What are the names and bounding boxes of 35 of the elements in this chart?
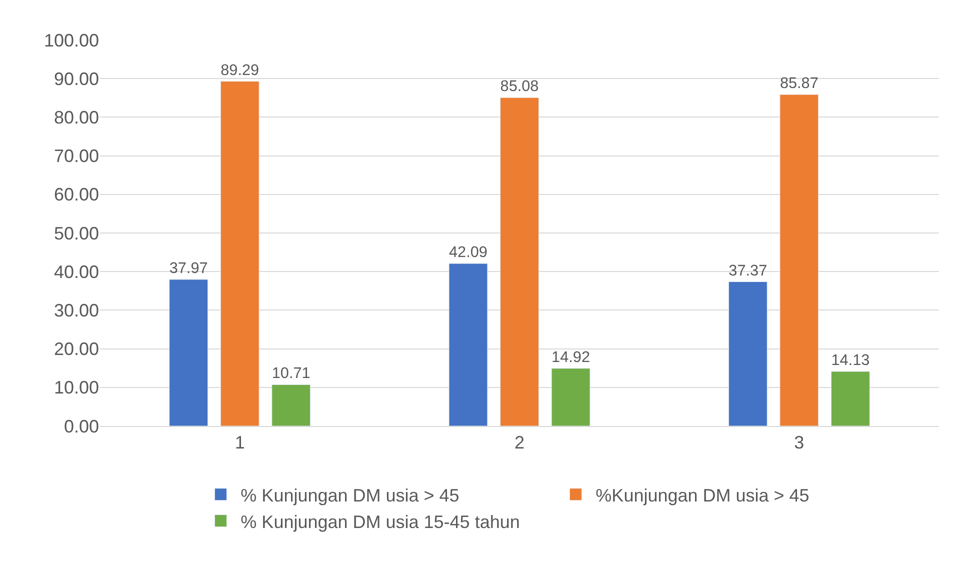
legend-label: % Kunjungan DM usia 15-45 tahun [240, 512, 520, 532]
y-tick-label: 50.00 [54, 223, 99, 244]
bar [272, 384, 311, 426]
data-label: 37.97 [169, 260, 208, 278]
x-tick-label: 3 [794, 432, 804, 453]
data-label: 37.37 [728, 262, 768, 280]
y-tick-label: 0.00 [64, 416, 99, 436]
bar [551, 368, 590, 426]
data-label: 42.09 [449, 244, 488, 262]
y-tick-label: 60.00 [54, 184, 99, 205]
bar [169, 279, 208, 426]
y-tick-label: 80.00 [54, 108, 99, 128]
legend-label: % Kunjungan DM usia > 45 [240, 485, 460, 506]
data-label: 10.71 [272, 365, 310, 382]
y-tick-label: 70.00 [54, 146, 99, 166]
bar [728, 282, 768, 426]
bar [500, 97, 539, 426]
y-tick-label: 90.00 [54, 68, 99, 89]
data-label: 14.13 [831, 352, 870, 370]
y-tick-label: 40.00 [54, 262, 99, 282]
data-label: 14.92 [552, 348, 590, 366]
bar [830, 371, 870, 426]
y-tick-label: 10.00 [54, 378, 99, 398]
y-tick-label: 100.00 [44, 30, 99, 50]
bar [220, 81, 260, 426]
x-tick-label: 2 [514, 432, 525, 453]
y-tick-label: 30.00 [54, 300, 99, 320]
data-label: 85.87 [780, 75, 818, 92]
y-tick-label: 20.00 [54, 339, 99, 360]
bar [448, 263, 488, 426]
data-label: 85.08 [500, 78, 539, 96]
legend-label: %Kunjungan DM usia > 45 [596, 485, 810, 506]
bar [780, 94, 819, 426]
x-tick-label: 1 [234, 432, 245, 453]
data-label: 89.29 [220, 62, 260, 79]
